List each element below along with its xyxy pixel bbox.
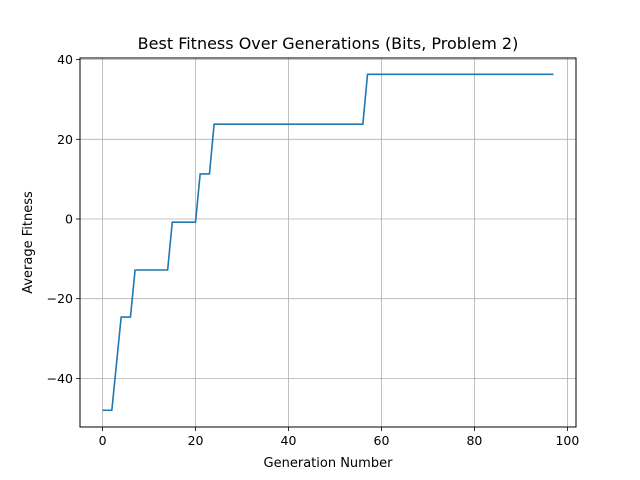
x-tick-label: 60 — [374, 433, 390, 448]
x-tick-label: 40 — [281, 433, 297, 448]
plot-area-frame — [79, 57, 577, 428]
x-tick-label: 100 — [555, 433, 579, 448]
y-tick-label: −20 — [47, 291, 73, 306]
grid — [80, 58, 576, 427]
y-tick-label: −40 — [47, 371, 73, 386]
chart-title: Best Fitness Over Generations (Bits, Pro… — [138, 34, 519, 53]
x-tick-label: 20 — [188, 433, 204, 448]
x-tick-label: 0 — [99, 433, 107, 448]
ticks: 0 20 40 60 80 100 −40 −20 0 20 40 — [47, 52, 580, 448]
y-tick-label: 0 — [65, 211, 73, 226]
x-tick-label: 80 — [466, 433, 482, 448]
series-layer — [102, 73, 554, 412]
y-tick-label: 20 — [57, 132, 73, 147]
x-axis-label: Generation Number — [264, 456, 394, 471]
fitness-series-line — [102, 73, 554, 412]
y-axis-label: Average Fitness — [21, 191, 36, 294]
y-tick-label: 40 — [57, 52, 73, 67]
